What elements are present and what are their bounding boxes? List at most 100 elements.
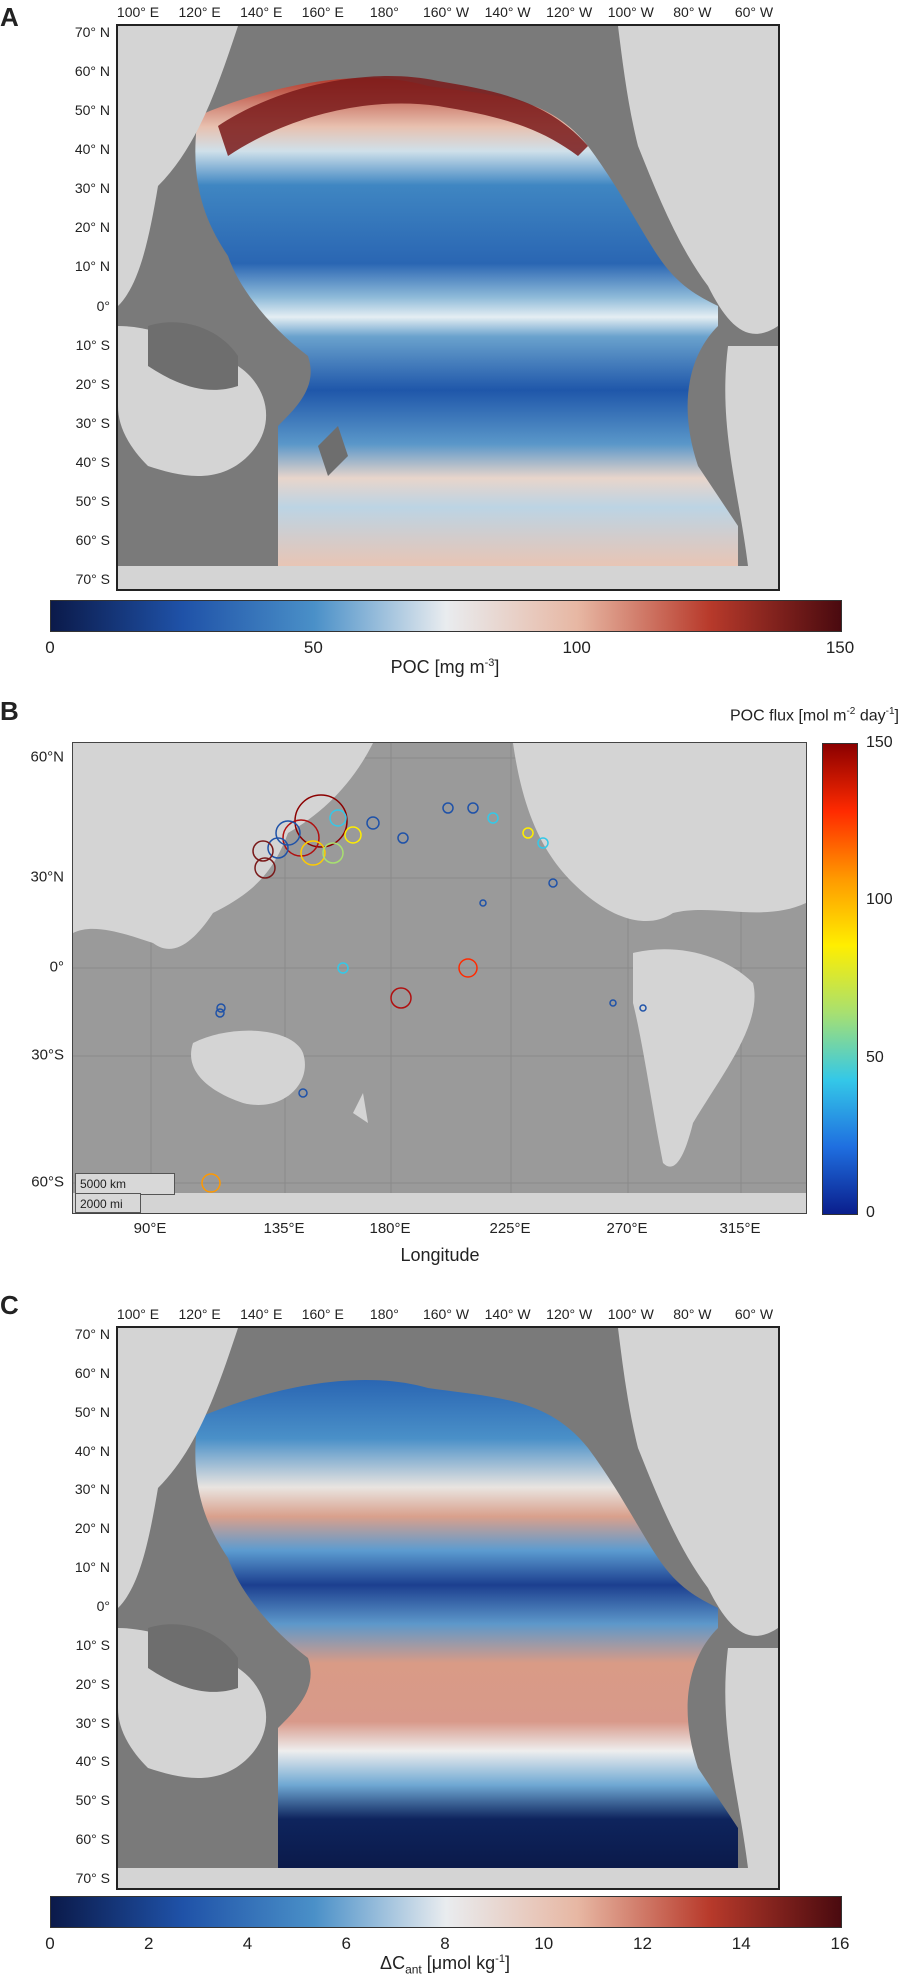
lat-tick-label: 70° S	[75, 1870, 110, 1886]
station-marker	[329, 809, 347, 827]
colorbar-tick-label: 4	[242, 1934, 253, 1953]
poc-map-graphic	[118, 26, 778, 589]
lat-tick-label: 10° S	[75, 336, 110, 353]
station-marker	[537, 837, 549, 849]
lat-tick-label: 30° N	[74, 1481, 110, 1498]
colorbar-tick-label: 150	[825, 638, 855, 657]
lon-tick-label: 160° W	[422, 4, 470, 20]
station-marker	[298, 1088, 308, 1098]
b-lat-tick-label: 60°N	[30, 748, 64, 766]
lat-tick-label: 50° S	[75, 492, 110, 509]
lon-tick-label: 80° W	[673, 1306, 712, 1322]
lat-tick-label: 10° N	[74, 1559, 110, 1576]
poc-flux-map-graphic	[73, 743, 806, 1213]
station-marker	[267, 837, 289, 859]
poc-flux-colorbar	[822, 743, 858, 1215]
lat-tick-label: 0°	[96, 1598, 110, 1614]
station-marker	[479, 899, 487, 907]
poc-colorbar	[50, 600, 842, 632]
lat-tick-label: 20° S	[75, 1675, 110, 1692]
lat-tick-label: 40° N	[74, 1442, 110, 1459]
lat-tick-label: 40° N	[74, 141, 110, 158]
lat-tick-label: 40° S	[75, 1753, 110, 1770]
delta-cant-colorbar	[50, 1896, 842, 1928]
delta-cant-map	[116, 1326, 780, 1890]
lat-tick-label: 20° S	[75, 375, 110, 392]
colorbar-tick-label: 16	[830, 1934, 850, 1953]
station-marker	[252, 840, 274, 862]
station-marker	[467, 802, 479, 814]
lat-tick-label: 20° N	[74, 219, 110, 236]
station-marker	[522, 827, 534, 839]
station-marker	[442, 802, 454, 814]
b-lon-tick-label: 180°E	[369, 1220, 411, 1237]
colorbar-tick-label: 100	[562, 638, 591, 657]
station-marker	[216, 1003, 226, 1013]
lat-tick-label: 50° N	[74, 102, 110, 119]
colorbar-tick-label: 14	[731, 1934, 751, 1953]
lon-tick-label: 140° E	[240, 1306, 283, 1322]
panel-a-letter: A	[0, 2, 19, 32]
b-lon-tick-label: 270°E	[606, 1220, 648, 1237]
lat-tick-label: 70° S	[75, 571, 110, 587]
lat-tick-label: 0°	[96, 297, 110, 314]
station-marker	[366, 816, 380, 830]
b-lon-tick-label: 225°E	[489, 1220, 531, 1237]
station-marker	[215, 1008, 225, 1018]
b-colorbar-tick-label: 0	[866, 1204, 875, 1221]
lat-tick-label: 20° N	[74, 1520, 110, 1537]
b-lon-tick-label: 135°E	[263, 1220, 305, 1237]
station-marker	[344, 826, 362, 844]
b-station-markers	[201, 794, 647, 1193]
lon-tick-label: 120° E	[178, 1306, 221, 1322]
b-lon-tick-label: 315°E	[719, 1220, 761, 1237]
poc-concentration-map	[116, 24, 780, 591]
station-marker	[487, 812, 499, 824]
poc-colorbar-label: POC [mg m-3]	[390, 657, 500, 677]
lat-tick-label: 50° S	[75, 1792, 110, 1809]
colorbar-tick-label: 50	[303, 638, 323, 657]
lon-tick-label: 60° W	[734, 1306, 774, 1322]
lat-tick-label: 60° N	[74, 1364, 110, 1381]
lon-tick-label: 140° W	[484, 1306, 531, 1322]
b-xlabel: Longitude	[400, 1245, 480, 1265]
station-marker	[322, 842, 344, 864]
lon-tick-label: 120° W	[546, 4, 593, 20]
colorbar-tick-label: 2	[144, 1934, 154, 1953]
lat-tick-label: 60° N	[74, 63, 110, 80]
lat-tick-label: 30° S	[75, 414, 110, 431]
lon-tick-label: 80° W	[673, 4, 712, 20]
lat-tick-label: 60° S	[75, 531, 110, 548]
b-lat-tick-label: 60°S	[31, 1173, 64, 1191]
colorbar-tick-label: 0	[45, 1934, 55, 1953]
b-colorbar-tick-label: 50	[866, 1049, 884, 1066]
lat-tick-label: 10° N	[74, 258, 110, 275]
colorbar-tick-label: 12	[633, 1934, 652, 1953]
lon-tick-label: 100° W	[607, 4, 654, 20]
station-marker	[201, 1173, 221, 1193]
b-lat-tick-label: 30°N	[30, 868, 64, 886]
station-marker	[254, 857, 276, 879]
b-colorbar-tick-label: 100	[866, 891, 893, 908]
station-marker	[397, 832, 409, 844]
station-marker	[337, 962, 349, 974]
lon-tick-label: 120° W	[546, 1306, 593, 1322]
station-marker	[458, 958, 478, 978]
lon-tick-label: 100° E	[116, 4, 160, 20]
scale-bar-km: 5000 km	[75, 1173, 175, 1195]
delta-cant-colorbar-label: ΔCant [μmol kg-1]	[380, 1953, 510, 1977]
scale-bar-mi: 2000 mi	[75, 1193, 141, 1213]
lat-tick-label: 70° N	[74, 1326, 110, 1342]
poc-flux-map: 5000 km 2000 mi	[72, 742, 807, 1214]
lat-tick-label: 40° S	[75, 453, 110, 470]
colorbar-tick-label: 0	[45, 638, 55, 657]
b-colorbar-tick-label: 150	[866, 734, 893, 751]
delta-cant-map-graphic	[118, 1328, 778, 1888]
lon-tick-label: 160° E	[301, 1306, 344, 1322]
colorbar-tick-label: 8	[440, 1934, 450, 1953]
lon-tick-label: 100° E	[116, 1306, 160, 1322]
station-marker	[548, 878, 558, 888]
lon-tick-label: 100° W	[607, 1306, 654, 1322]
lat-tick-label: 30° N	[74, 180, 110, 197]
lon-tick-label: 160° E	[301, 4, 344, 20]
